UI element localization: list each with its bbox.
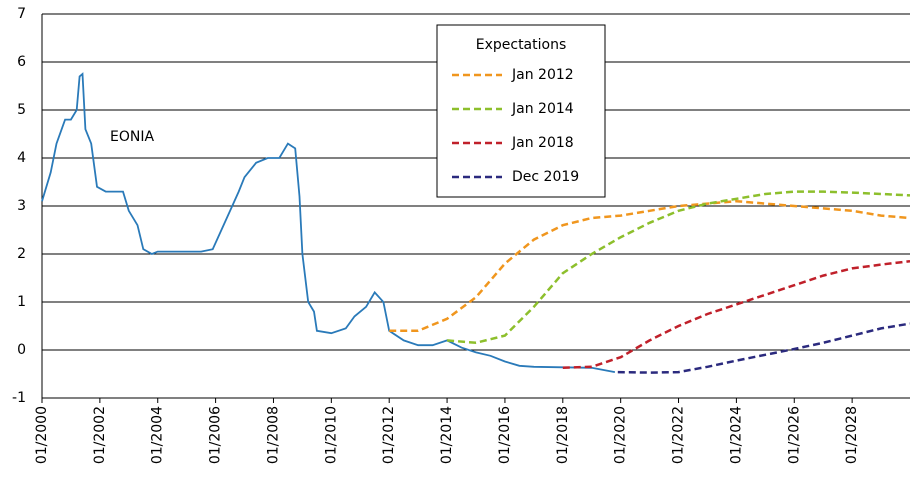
series-line (617, 322, 910, 374)
annotation: EONIA (110, 129, 154, 145)
y-tick-label: 1 (17, 294, 26, 310)
x-tick-label: 01/2008 (265, 406, 281, 464)
x-tick-label: 01/2024 (728, 406, 744, 464)
legend-label: Jan 2014 (511, 101, 574, 117)
x-tick-label: 01/2004 (150, 406, 166, 464)
x-tick-label: 01/2016 (497, 406, 513, 464)
y-tick-label: 0 (17, 342, 26, 358)
legend-label: Jan 2018 (511, 135, 574, 151)
x-tick-label: 01/2010 (323, 406, 339, 464)
y-tick-label: 7 (17, 6, 26, 22)
x-tick-label: 01/2012 (381, 406, 397, 464)
x-tick-label: 01/2000 (34, 406, 50, 464)
y-tick-label: 2 (17, 246, 26, 262)
y-tick-label: 4 (17, 150, 26, 166)
x-tick-label: 01/2014 (439, 406, 455, 464)
x-tick-label: 01/2002 (92, 406, 108, 464)
legend-box (436, 24, 606, 198)
y-tick-label: 5 (17, 102, 26, 118)
x-tick-label: 01/2022 (671, 406, 687, 464)
series-line (41, 72, 616, 373)
x-tick-label: 01/2018 (555, 406, 571, 464)
x-tick-label: 01/2026 (786, 406, 802, 464)
y-tick-label: 3 (17, 198, 26, 214)
x-tick-label: 01/2020 (613, 406, 629, 464)
y-tick-label: 6 (17, 54, 26, 70)
x-tick-label: 01/2006 (208, 406, 224, 464)
y-tick-label: -1 (12, 390, 26, 406)
legend-label: Jan 2012 (511, 67, 574, 83)
x-tick-label: 01/2028 (844, 406, 860, 464)
series-line (389, 199, 910, 333)
series-line (446, 190, 910, 345)
series-line (562, 259, 910, 370)
legend-title: Expectations (476, 37, 567, 53)
legend-label: Dec 2019 (512, 169, 579, 185)
